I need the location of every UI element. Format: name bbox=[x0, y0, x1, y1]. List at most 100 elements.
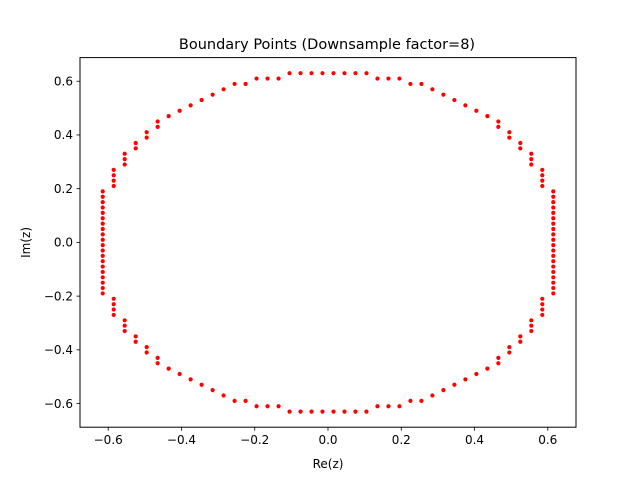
data-point bbox=[221, 87, 226, 92]
data-point bbox=[551, 221, 556, 226]
x-tick-label: −0.4 bbox=[167, 433, 196, 447]
data-point bbox=[529, 323, 534, 328]
y-tick-label: 0.2 bbox=[54, 182, 73, 196]
points-layer bbox=[100, 71, 556, 414]
y-axis-label: Im(z) bbox=[19, 227, 33, 258]
y-tick-label: −0.4 bbox=[44, 343, 73, 357]
data-point bbox=[133, 146, 138, 151]
data-point bbox=[232, 398, 237, 403]
data-point bbox=[551, 189, 556, 194]
data-point bbox=[551, 269, 556, 275]
data-point bbox=[551, 275, 556, 280]
x-tick-label: 0.6 bbox=[538, 433, 557, 447]
data-point bbox=[331, 409, 336, 414]
data-point bbox=[100, 280, 105, 285]
data-point bbox=[133, 339, 138, 344]
data-point bbox=[551, 210, 556, 215]
data-point bbox=[551, 200, 556, 205]
data-point bbox=[188, 103, 193, 108]
x-tick-label: 0.2 bbox=[392, 433, 411, 447]
data-point bbox=[155, 124, 160, 129]
y-tick-label: −0.6 bbox=[44, 397, 73, 411]
data-point bbox=[551, 226, 556, 232]
data-point bbox=[342, 71, 347, 76]
data-point bbox=[529, 151, 534, 156]
data-point bbox=[551, 205, 556, 210]
data-point bbox=[551, 253, 556, 258]
data-point bbox=[474, 108, 479, 113]
data-point bbox=[100, 242, 105, 248]
data-point bbox=[496, 355, 501, 360]
data-point bbox=[111, 307, 116, 312]
x-tick-label: 0.4 bbox=[465, 433, 484, 447]
data-point bbox=[551, 264, 556, 269]
data-point bbox=[529, 318, 534, 323]
data-point bbox=[540, 307, 545, 312]
data-point bbox=[408, 398, 413, 403]
data-point bbox=[540, 173, 545, 178]
data-point bbox=[287, 71, 292, 76]
x-axis-label: Re(z) bbox=[313, 457, 344, 471]
data-point bbox=[551, 216, 556, 221]
data-point bbox=[221, 393, 226, 398]
data-point bbox=[430, 87, 435, 92]
data-point bbox=[518, 339, 523, 344]
data-point bbox=[287, 409, 292, 414]
data-point bbox=[463, 103, 468, 108]
data-point bbox=[408, 81, 413, 87]
data-point bbox=[419, 81, 424, 87]
data-point bbox=[540, 178, 545, 183]
data-point bbox=[298, 409, 303, 414]
data-point bbox=[551, 232, 556, 237]
data-point bbox=[100, 291, 105, 296]
data-point bbox=[309, 409, 314, 414]
data-point bbox=[122, 328, 127, 334]
data-point bbox=[177, 371, 182, 377]
data-point bbox=[177, 108, 182, 113]
y-axis-ticks: −0.6 −0.4 −0.2 0.0 0.2 0.4 0.6 bbox=[44, 74, 80, 411]
data-point bbox=[474, 371, 479, 377]
data-point bbox=[540, 312, 545, 318]
data-point bbox=[111, 312, 116, 318]
data-point bbox=[100, 269, 105, 275]
data-point bbox=[540, 296, 545, 301]
data-point bbox=[529, 328, 534, 334]
data-point bbox=[100, 210, 105, 215]
data-point bbox=[100, 189, 105, 194]
data-point bbox=[375, 404, 380, 409]
data-point bbox=[100, 216, 105, 221]
data-point bbox=[342, 409, 347, 414]
data-point bbox=[133, 140, 138, 146]
data-point bbox=[364, 71, 369, 76]
data-point bbox=[298, 71, 303, 76]
data-point bbox=[507, 350, 512, 355]
data-point bbox=[540, 183, 545, 189]
data-point bbox=[540, 167, 545, 172]
data-point bbox=[551, 291, 556, 296]
data-point bbox=[243, 81, 248, 87]
data-point bbox=[551, 280, 556, 285]
data-point bbox=[100, 264, 105, 269]
data-point bbox=[210, 388, 215, 393]
data-point bbox=[243, 398, 248, 403]
data-point bbox=[100, 259, 105, 264]
data-point bbox=[100, 237, 105, 242]
data-point bbox=[254, 76, 259, 81]
data-point bbox=[111, 178, 116, 183]
data-point bbox=[265, 404, 270, 409]
data-point bbox=[199, 97, 204, 103]
data-point bbox=[320, 409, 325, 414]
data-point bbox=[144, 345, 149, 350]
data-point bbox=[111, 296, 116, 301]
data-point bbox=[386, 76, 391, 81]
plot-frame bbox=[79, 57, 577, 428]
data-point bbox=[331, 71, 336, 76]
data-point bbox=[518, 334, 523, 339]
y-tick-label: 0.0 bbox=[54, 236, 73, 250]
data-point bbox=[111, 173, 116, 178]
data-point bbox=[111, 167, 116, 172]
data-point bbox=[485, 114, 490, 119]
data-point bbox=[254, 404, 259, 409]
data-point bbox=[122, 162, 127, 167]
